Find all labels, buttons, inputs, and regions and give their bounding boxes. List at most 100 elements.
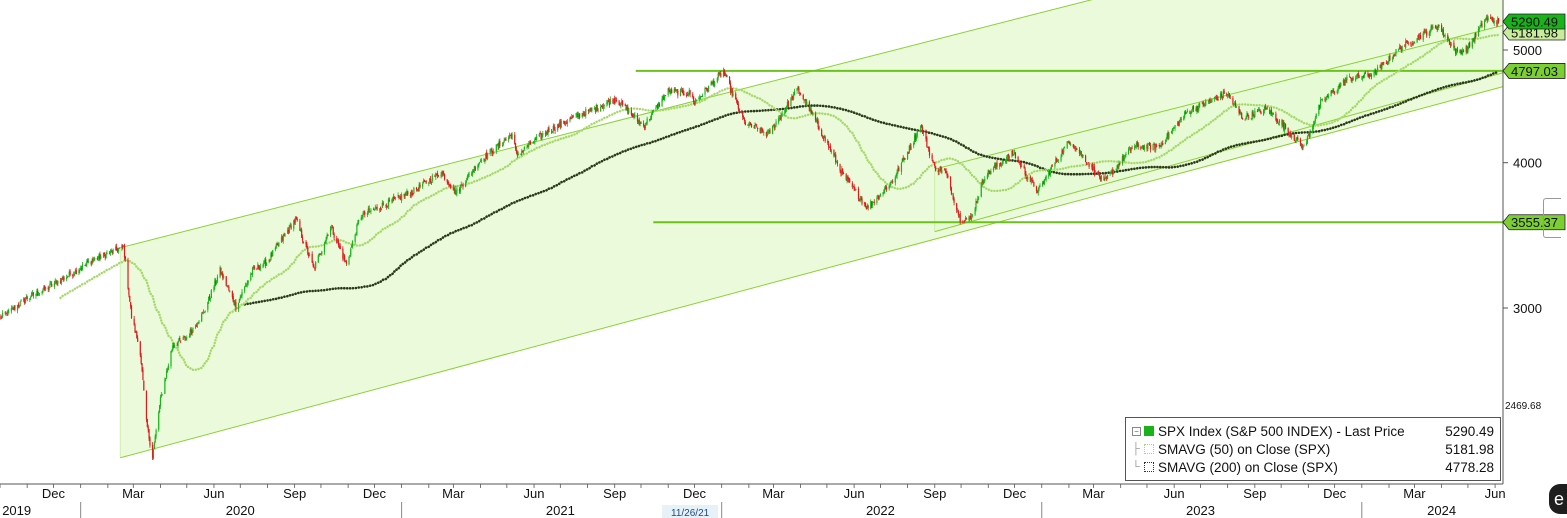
candle-body: [1435, 27, 1437, 29]
candle-body: [803, 99, 805, 101]
candle-body: [1376, 70, 1378, 75]
candle-body: [106, 252, 108, 254]
candle: [983, 179, 985, 185]
candle-body: [1055, 158, 1057, 163]
candle: [550, 128, 553, 134]
candle: [388, 197, 390, 203]
candle-body: [884, 187, 886, 191]
legend-row-sma200[interactable]: └ SMAVG (200) on Close (SPX) 4778.28: [1132, 458, 1494, 476]
candle: [1320, 96, 1322, 109]
candle: [186, 335, 188, 341]
legend-row-price[interactable]: − SPX Index (S&P 500 INDEX) - Last Price…: [1132, 422, 1494, 440]
candle: [429, 178, 431, 184]
candle-body: [1092, 166, 1095, 170]
candle: [413, 186, 415, 195]
candle: [1284, 123, 1287, 130]
candle-body: [295, 217, 297, 220]
candle: [147, 424, 149, 433]
candle-body: [473, 166, 476, 171]
candle: [527, 143, 529, 148]
candle: [1430, 24, 1432, 32]
candle: [835, 160, 838, 163]
candle-body: [1471, 41, 1473, 48]
candle: [232, 293, 234, 303]
candle: [957, 209, 960, 218]
candle-body: [1270, 110, 1272, 114]
candle-body: [186, 337, 188, 339]
candle-body: [1013, 154, 1015, 155]
candle: [214, 277, 216, 290]
candle: [1124, 154, 1126, 159]
candle-body: [1492, 20, 1494, 23]
candle: [1048, 169, 1050, 180]
candle-body: [1180, 119, 1182, 120]
candle-body: [754, 125, 756, 129]
candle-body: [307, 247, 309, 254]
candle: [1094, 170, 1096, 176]
candle: [1309, 129, 1311, 138]
candle-body: [148, 429, 150, 439]
collapse-icon[interactable]: −: [1132, 426, 1141, 436]
candle-body: [621, 100, 624, 106]
candle: [1483, 19, 1486, 30]
candle: [435, 172, 437, 180]
candle-body: [1309, 131, 1311, 138]
candle-body: [699, 96, 701, 99]
candle-body: [1393, 54, 1395, 57]
candle-body: [140, 355, 142, 364]
candle-body: [1386, 62, 1388, 64]
candle-body: [547, 128, 549, 135]
candle-body: [1422, 33, 1424, 40]
candle: [1456, 46, 1459, 53]
candle: [707, 85, 710, 93]
candle: [628, 108, 630, 115]
candle: [1233, 103, 1235, 107]
candle: [1054, 162, 1056, 169]
candle: [1042, 180, 1044, 187]
candle-body: [933, 162, 935, 163]
candle: [1086, 163, 1088, 165]
candle-body: [159, 397, 162, 406]
candle: [130, 304, 133, 319]
candle: [1238, 106, 1240, 116]
candle: [1363, 72, 1366, 79]
candle-body: [577, 114, 579, 118]
candle: [729, 80, 732, 95]
menu-e-icon[interactable]: e: [1549, 484, 1567, 514]
candle-body: [1405, 40, 1408, 42]
legend-row-sma50[interactable]: ├ SMAVG (50) on Close (SPX) 5181.98: [1132, 440, 1494, 458]
legend-swatch-price: [1144, 426, 1154, 436]
candle-body: [1195, 108, 1197, 112]
candle: [949, 176, 952, 191]
candle-body: [73, 273, 75, 276]
candle: [947, 173, 949, 179]
candle: [151, 442, 154, 460]
price-tag-label: 3555.37: [1511, 215, 1558, 230]
candle-body: [344, 255, 346, 261]
scroll-handle[interactable]: [1543, 198, 1561, 238]
candle-body: [705, 88, 707, 90]
candle-body: [514, 134, 516, 145]
candle-body: [1325, 99, 1327, 101]
candle-body: [650, 114, 653, 119]
x-month-label: Sep: [283, 486, 306, 501]
candle: [411, 189, 413, 197]
candle: [978, 196, 980, 201]
candle-body: [682, 89, 684, 94]
candle-body: [907, 152, 910, 154]
candle: [1471, 38, 1473, 49]
candle: [418, 181, 420, 192]
candle-body: [724, 73, 726, 77]
candle-body: [934, 162, 936, 167]
candle-body: [935, 166, 937, 171]
candle-body: [1244, 119, 1246, 121]
candle-body: [507, 137, 510, 140]
candle-body: [1057, 159, 1060, 161]
candle-body: [1349, 76, 1352, 79]
candle: [977, 195, 979, 204]
candle-body: [694, 100, 696, 104]
candle-body: [940, 166, 942, 173]
candle-body: [1253, 115, 1255, 118]
